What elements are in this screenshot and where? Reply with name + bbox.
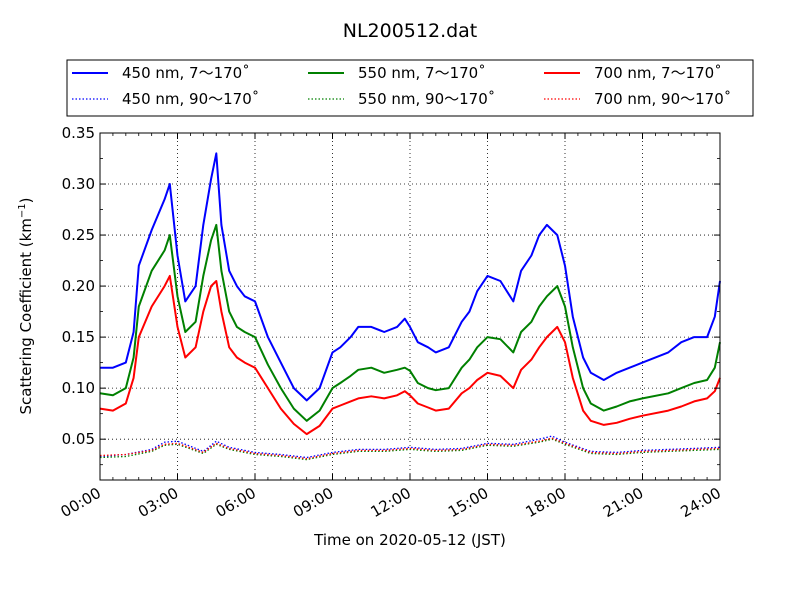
series-line-0	[100, 152, 721, 402]
series-line-2	[99, 274, 721, 436]
legend-frame	[66, 59, 754, 117]
legend-label-1: 550 nm, 7～170˚	[358, 64, 486, 82]
y-axis-label-main: Scattering Coefficient (km	[17, 218, 35, 414]
x-tick-label: 15:00	[445, 484, 491, 521]
y-axis-label-close: )	[17, 197, 35, 203]
legend-label-3: 450 nm, 90～170˚	[122, 90, 259, 108]
y-tick-label: 0.20	[62, 277, 95, 295]
y-tick-label: 0.15	[62, 328, 95, 346]
x-tick-label: 21:00	[600, 484, 646, 521]
legend-label-0: 450 nm, 7～170˚	[122, 64, 250, 82]
y-tick-label: 0.10	[62, 379, 95, 397]
series-line-3	[99, 435, 721, 459]
grid	[100, 133, 720, 480]
x-tick-label: 24:00	[678, 484, 724, 521]
series-line-4	[99, 438, 721, 461]
chart-title: NL200512.dat	[343, 20, 478, 42]
y-axis-label-superscript: −1	[17, 203, 28, 218]
series-layer	[99, 152, 721, 461]
legend: 450 nm, 7～170˚ 450 nm, 90～170˚ 550 nm, 7～1…	[66, 59, 754, 117]
x-tick-label: 00:00	[58, 484, 104, 521]
series-line-1	[99, 223, 721, 422]
x-tick-label: 09:00	[290, 484, 336, 521]
y-axis-label: Scattering Coefficient (km−1)	[17, 197, 35, 414]
x-tick-label: 06:00	[213, 484, 259, 521]
y-tick-label: 0.30	[62, 175, 95, 193]
series-line-5	[99, 437, 721, 460]
y-tick-label: 0.25	[62, 226, 95, 244]
x-tick-label: 18:00	[523, 484, 569, 521]
legend-label-4: 550 nm, 90～170˚	[358, 90, 495, 108]
x-tick-label: 03:00	[135, 484, 181, 521]
legend-label-2: 700 nm, 7～170˚	[594, 64, 722, 82]
y-tick-label: 0.05	[62, 430, 95, 448]
x-tick-label: 12:00	[368, 484, 414, 521]
legend-label-5: 700 nm, 90～170˚	[594, 90, 731, 108]
y-tick-label: 0.35	[62, 124, 95, 142]
x-axis-label: Time on 2020-05-12 (JST)	[313, 531, 506, 549]
